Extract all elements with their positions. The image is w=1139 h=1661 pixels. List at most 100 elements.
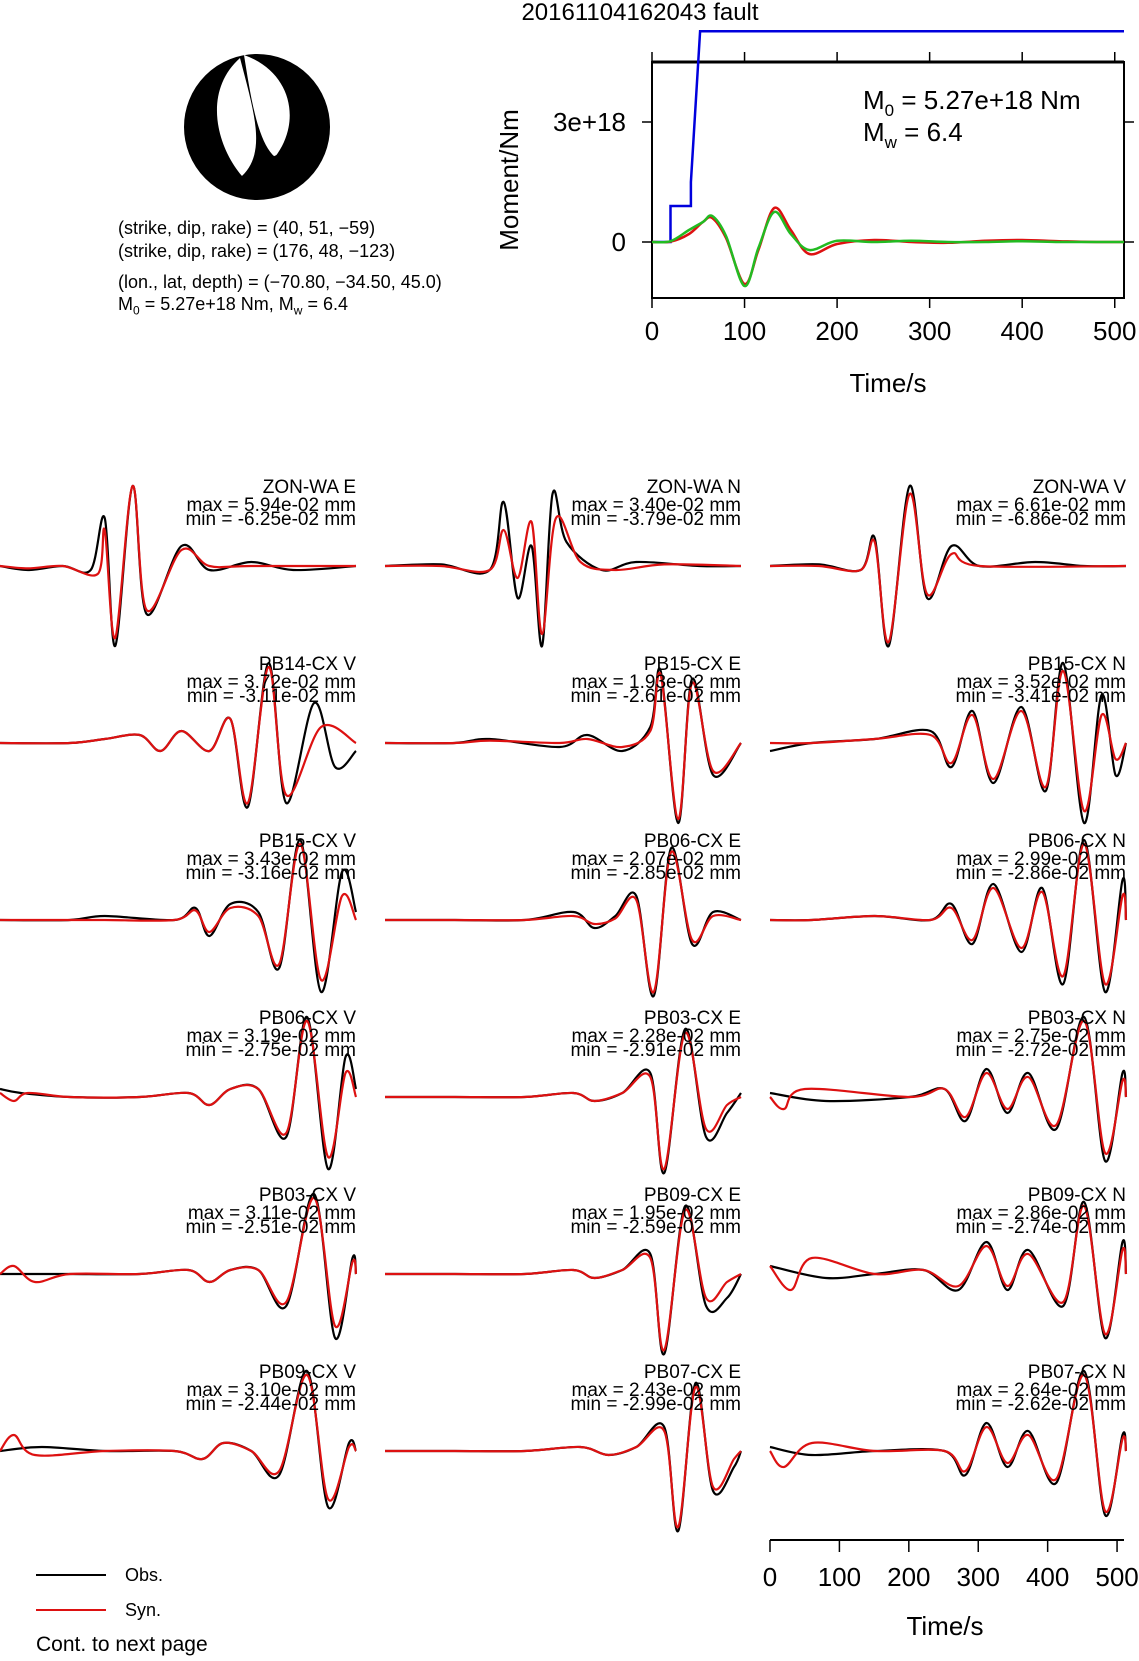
- synthetic-trace: [0, 1373, 357, 1502]
- station-label: PB09-CX V: [258, 1362, 356, 1383]
- legend-syn-label: Syn.: [125, 1600, 162, 1620]
- station-min: min = -2.74e-02 mm: [955, 1217, 1126, 1238]
- synthetic-trace: [769, 1019, 1128, 1155]
- waveform-plot: [769, 1015, 1128, 1163]
- mechanism-line-3: (lon., lat, depth) = (−70.80, −34.50, 45…: [118, 272, 442, 292]
- synthetic-trace: [0, 1196, 358, 1329]
- synthetic-trace: [769, 492, 1127, 644]
- station-label: PB15-CX V: [258, 831, 356, 852]
- station-label: PB09-CX E: [643, 1185, 741, 1206]
- moment-xtick-label: 100: [723, 316, 766, 346]
- waveform-plot: [384, 1204, 742, 1356]
- station-label: PB15-CX E: [643, 654, 741, 675]
- synthetic-trace: [384, 850, 742, 994]
- moment-series-line: [651, 210, 1124, 288]
- station-label: PB06-CX E: [643, 831, 741, 852]
- m0-value-text: = 5.27e+18 Nm, M: [139, 294, 294, 314]
- waveform-plot: [769, 838, 1128, 994]
- bottom-xtick-label: 500: [1095, 1562, 1138, 1592]
- synthetic-trace: [384, 1208, 742, 1352]
- station-min: min = -3.41e-02 mm: [955, 686, 1126, 707]
- synthetic-trace: [769, 1204, 1128, 1336]
- waveform-plot: [769, 1369, 1128, 1517]
- bottom-time-axis: 0 100 200 300 400 500 Time/s: [763, 1539, 1139, 1641]
- station-min: min = -6.25e-02 mm: [185, 509, 356, 530]
- m0-subscript: 0: [133, 303, 140, 318]
- moment-xtick-label: 500: [1093, 316, 1136, 346]
- station-max: max = 2.43e-02 mm: [571, 1380, 742, 1401]
- station-max: max = 2.75e-02 mm: [956, 1026, 1127, 1047]
- moment-xtick-label: 300: [908, 316, 951, 346]
- station-min: min = -2.91e-02 mm: [570, 1040, 741, 1061]
- station-label: PB03-CX N: [1027, 1008, 1126, 1029]
- station-max: max = 3.19e-02 mm: [186, 1026, 357, 1047]
- waveform-plot: [0, 1369, 358, 1510]
- station-max: max = 3.43e-02 mm: [186, 849, 357, 870]
- moment-ylabel: Moment/Nm: [494, 109, 524, 251]
- bottom-xtick-label: 100: [818, 1562, 861, 1592]
- waveform-plot: [384, 489, 742, 648]
- station-max: max = 2.64e-02 mm: [956, 1380, 1127, 1401]
- moment-xtick-label: 0: [645, 316, 659, 346]
- waveform-plot: [0, 661, 357, 809]
- station-max: max = 2.99e-02 mm: [956, 849, 1127, 870]
- station-max: max = 3.72e-02 mm: [186, 672, 357, 693]
- moment-series-line: [651, 206, 1125, 286]
- observed-trace: [384, 667, 742, 825]
- bottom-xtick-label: 200: [887, 1562, 930, 1592]
- station-label: PB06-CX V: [258, 1008, 356, 1029]
- synthetic-trace: [0, 484, 356, 640]
- station-min: min = -2.59e-02 mm: [570, 1217, 741, 1238]
- station-min: min = -2.72e-02 mm: [955, 1040, 1126, 1061]
- waveform-plot: [0, 1015, 358, 1171]
- waveform-plot: [769, 661, 1128, 825]
- synthetic-trace: [384, 514, 742, 636]
- mw-value-text: = 6.4: [302, 294, 348, 314]
- station-max: max = 3.52e-02 mm: [956, 672, 1127, 693]
- observed-trace: [769, 661, 1128, 825]
- waveform-plot: [0, 1192, 358, 1340]
- station-min: min = -2.61e-02 mm: [570, 686, 741, 707]
- station-min: min = -2.51e-02 mm: [185, 1217, 356, 1238]
- moment-ytick-label: 3e+18: [553, 107, 626, 137]
- synthetic-trace: [384, 1031, 742, 1171]
- station-min: min = -2.99e-02 mm: [570, 1394, 741, 1415]
- station-min: min = -2.62e-02 mm: [955, 1394, 1126, 1415]
- mechanism-line-2: (strike, dip, rake) = (176, 48, −123): [118, 241, 396, 261]
- synthetic-trace: [384, 671, 742, 821]
- station-label: PB06-CX N: [1027, 831, 1126, 852]
- legend-obs-label: Obs.: [125, 1565, 164, 1585]
- station-max: max = 3.10e-02 mm: [186, 1380, 357, 1401]
- m0-symbol: M: [118, 294, 133, 314]
- station-max: max = 1.93e-02 mm: [571, 672, 742, 693]
- station-label: ZON-WA N: [646, 477, 741, 498]
- mw-annotation: Mw = 6.4: [863, 117, 963, 152]
- waveform-plot: [384, 846, 742, 998]
- station-min: min = -3.11e-02 mm: [186, 686, 356, 707]
- station-label: PB15-CX N: [1027, 654, 1126, 675]
- mechanism-line-1: (strike, dip, rake) = (40, 51, −59): [118, 218, 376, 238]
- station-min: min = -3.16e-02 mm: [185, 863, 356, 884]
- station-max: max = 2.07e-02 mm: [571, 849, 742, 870]
- mw-subscript: w: [293, 303, 303, 318]
- station-min: min = -2.75e-02 mm: [185, 1040, 356, 1061]
- station-max: max = 2.86e-02 mm: [956, 1203, 1127, 1224]
- legend: [36, 1574, 106, 1611]
- bottom-xlabel: Time/s: [906, 1611, 983, 1641]
- mechanism-line-4: M0 = 5.27e+18 Nm, Mw = 6.4: [118, 294, 348, 321]
- focal-mechanism-beachball: [184, 54, 330, 200]
- observed-trace: [0, 838, 358, 994]
- waveform-plot: [384, 1381, 743, 1533]
- station-label: PB14-CX V: [258, 654, 356, 675]
- continuation-note: Cont. to next page: [36, 1633, 208, 1656]
- waveform-plot: [0, 484, 357, 648]
